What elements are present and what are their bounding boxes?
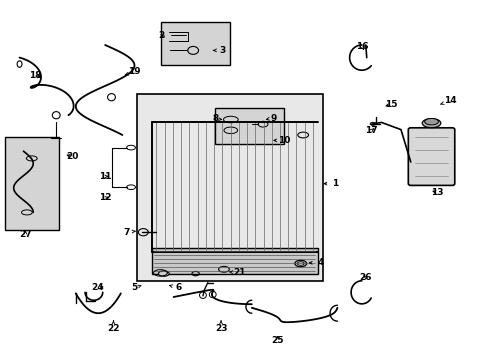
Text: 14: 14 xyxy=(440,96,455,105)
Text: 22: 22 xyxy=(107,321,120,333)
Text: 15: 15 xyxy=(384,100,397,109)
Text: 19: 19 xyxy=(125,68,141,77)
Ellipse shape xyxy=(424,118,437,125)
Text: 26: 26 xyxy=(359,273,371,282)
Text: 17: 17 xyxy=(365,126,377,135)
Text: 13: 13 xyxy=(430,188,443,197)
Text: 12: 12 xyxy=(99,194,111,202)
Text: 11: 11 xyxy=(99,172,111,181)
Text: 4: 4 xyxy=(309,258,323,267)
Ellipse shape xyxy=(421,118,440,127)
Text: 20: 20 xyxy=(66,152,79,161)
Bar xyxy=(215,108,283,144)
Text: 3: 3 xyxy=(213,46,225,55)
Text: 6: 6 xyxy=(169,284,181,292)
Text: 16: 16 xyxy=(355,42,367,51)
Bar xyxy=(137,94,322,281)
Text: 27: 27 xyxy=(19,230,32,239)
Bar xyxy=(161,22,229,65)
Text: 25: 25 xyxy=(271,336,284,345)
Text: 21: 21 xyxy=(229,269,245,277)
Text: 10: 10 xyxy=(273,136,290,145)
Text: 9: 9 xyxy=(266,113,277,122)
FancyBboxPatch shape xyxy=(407,128,454,185)
Text: 23: 23 xyxy=(214,321,227,333)
Bar xyxy=(151,248,317,274)
Text: 2: 2 xyxy=(158,31,164,40)
Text: 8: 8 xyxy=(212,114,221,123)
Text: 1: 1 xyxy=(324,179,337,188)
Text: 5: 5 xyxy=(131,284,141,292)
Ellipse shape xyxy=(158,271,169,276)
Text: 7: 7 xyxy=(122,228,135,237)
Bar xyxy=(5,137,59,230)
Text: 24: 24 xyxy=(91,284,104,292)
Text: 18: 18 xyxy=(29,71,41,80)
